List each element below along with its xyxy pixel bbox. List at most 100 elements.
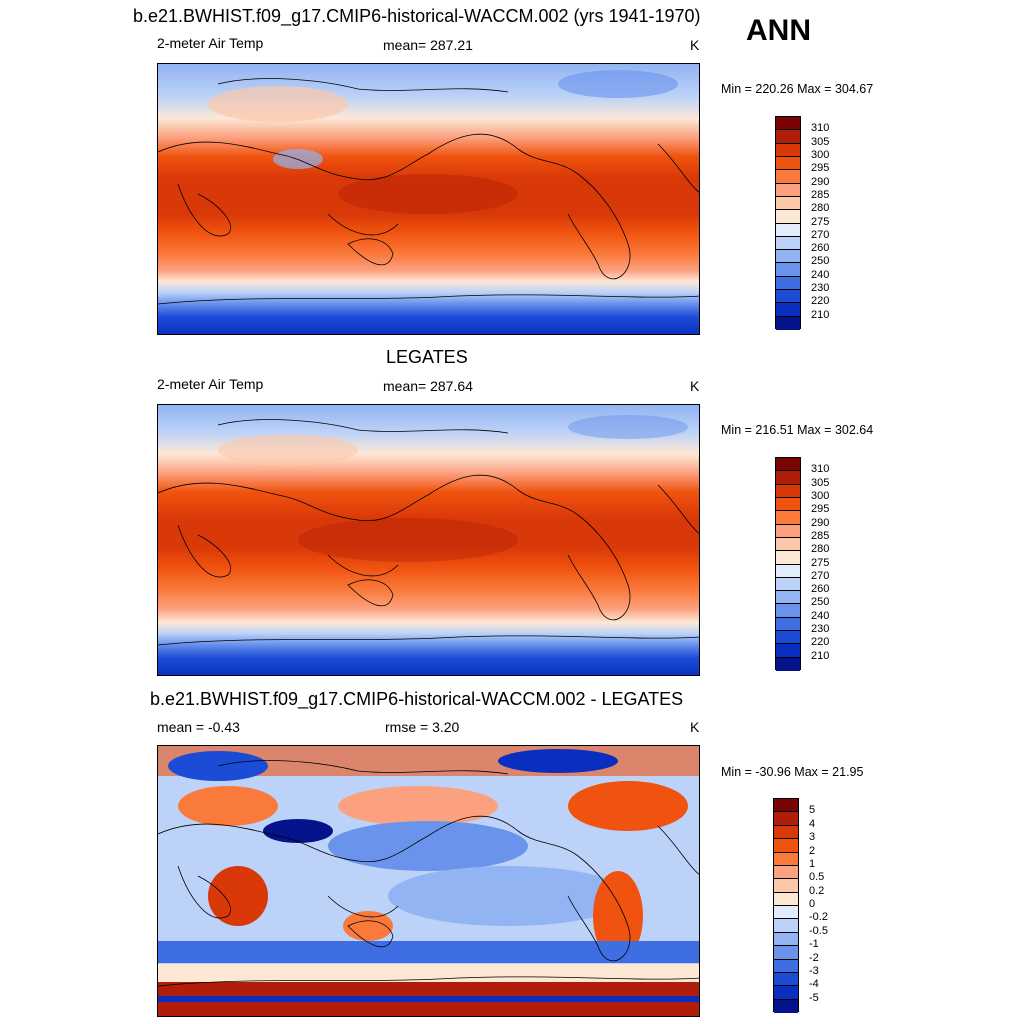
colorbar-segment <box>776 511 800 525</box>
colorbar-tick-label: 285 <box>811 529 830 542</box>
panel2-mean-label: mean= 287.64 <box>383 378 473 394</box>
colorbar-segment <box>776 604 800 618</box>
colorbar-tick-label: 250 <box>811 255 830 268</box>
colorbar-segment <box>776 471 800 485</box>
colorbar-segment <box>776 497 800 512</box>
colorbar-tick-label: 5 <box>809 804 816 817</box>
colorbar-tick-label: 240 <box>811 268 830 281</box>
colorbar-segment <box>774 972 798 987</box>
colorbar-segment <box>776 183 800 197</box>
colorbar-tick-label: 220 <box>811 295 830 308</box>
panel1-map <box>157 63 700 335</box>
colorbar-segment <box>774 892 798 906</box>
colorbar-tick-label: 3 <box>809 831 816 844</box>
colorbar-tick-label: 260 <box>811 583 830 596</box>
panel1-variable-label: 2-meter Air Temp <box>157 35 264 51</box>
colorbar-tick-label: 0 <box>809 898 816 910</box>
colorbar-tick-label: 240 <box>811 609 830 622</box>
colorbar-tick-label: -5 <box>809 991 819 1004</box>
panel3-minmax-label: Min = -30.96 Max = 21.95 <box>721 765 864 779</box>
colorbar-tick-label: 305 <box>811 476 830 489</box>
colorbar-tick-label: 230 <box>811 282 830 295</box>
colorbar-segment <box>776 537 800 552</box>
colorbar-segment <box>776 524 800 538</box>
colorbar-tick-label: 2 <box>809 844 816 857</box>
colorbar-segment <box>774 825 798 840</box>
colorbar-tick-label: 305 <box>811 135 830 148</box>
colorbar-tick-label: 210 <box>811 308 830 321</box>
colorbar-tick-label: 285 <box>811 188 830 201</box>
colorbar-segment <box>776 577 800 592</box>
colorbar-tick-label: 295 <box>811 162 830 175</box>
colorbar-segment <box>776 276 800 291</box>
colorbar-segment <box>776 290 800 304</box>
colorbar-tick-label: 4 <box>809 817 816 830</box>
colorbar-segment <box>776 644 800 658</box>
colorbar-tick-label: -3 <box>809 964 819 977</box>
colorbar-tick-label: 270 <box>811 569 830 582</box>
colorbar-segment <box>774 919 798 933</box>
panel2-units-label: K <box>690 378 700 394</box>
colorbar-tick-label: 275 <box>811 556 830 569</box>
colorbar-tick-label: 275 <box>811 215 830 228</box>
colorbar-segment <box>774 852 798 866</box>
colorbar-tick-label: 250 <box>811 596 830 609</box>
colorbar-segment <box>776 591 800 605</box>
colorbar-segment <box>774 906 798 920</box>
colorbar-segment <box>776 196 800 211</box>
colorbar-tick-label: 260 <box>811 242 830 255</box>
colorbar-segment <box>776 210 800 224</box>
colorbar-segment <box>774 839 798 853</box>
panel3-rmse-label: rmse = 3.20 <box>385 719 460 735</box>
colorbar-segment <box>776 303 800 317</box>
colorbar-tick-label: -4 <box>809 978 819 991</box>
colorbar-segment <box>776 117 800 131</box>
colorbar-tick-label: -2 <box>809 951 819 964</box>
panel1-units-label: K <box>690 37 700 53</box>
colorbar-tick-label: 310 <box>811 122 830 135</box>
colorbar-segment <box>776 263 800 277</box>
colorbar-segment <box>776 156 800 171</box>
colorbar-segment <box>774 999 798 1013</box>
colorbar-segment <box>776 170 800 184</box>
colorbar-tick-label: 310 <box>811 463 830 476</box>
colorbar-segment <box>774 946 798 960</box>
colorbar-tick-label: 220 <box>811 636 830 649</box>
colorbar-tick-label: -0.2 <box>809 911 828 924</box>
colorbar-tick-label: 270 <box>811 228 830 241</box>
colorbar-tick-label: 290 <box>811 516 830 529</box>
colorbar-segment <box>776 236 800 251</box>
colorbar-tick-label: 210 <box>811 649 830 662</box>
panel2-minmax-label: Min = 216.51 Max = 302.64 <box>721 423 874 437</box>
panel1-minmax-label: Min = 220.26 Max = 304.67 <box>721 82 874 96</box>
colorbar-segment <box>776 458 800 472</box>
colorbar-segment <box>774 812 798 826</box>
colorbar-tick-label: 300 <box>811 489 830 502</box>
colorbar-tick-label: 280 <box>811 543 830 556</box>
colorbar-tick-label: -1 <box>809 938 819 951</box>
panel1-colorbar <box>775 116 801 330</box>
colorbar-segment <box>776 551 800 565</box>
panel3-colorbar <box>773 798 799 1013</box>
panel3-map <box>157 745 700 1017</box>
colorbar-segment <box>776 316 800 330</box>
colorbar-segment <box>776 223 800 237</box>
panel3-title: b.e21.BWHIST.f09_g17.CMIP6-historical-WA… <box>150 689 684 709</box>
panel2-variable-label: 2-meter Air Temp <box>157 376 264 392</box>
figure-title: b.e21.BWHIST.f09_g17.CMIP6-historical-WA… <box>133 6 701 26</box>
panel3-mean-label: mean = -0.43 <box>157 719 240 735</box>
colorbar-tick-label: 1 <box>809 857 816 870</box>
colorbar-segment <box>774 799 798 813</box>
colorbar-segment <box>774 959 798 973</box>
colorbar-segment <box>776 564 800 578</box>
colorbar-segment <box>776 617 800 632</box>
colorbar-tick-label: 230 <box>811 623 830 636</box>
colorbar-segment <box>776 143 800 157</box>
season-label: ANN <box>746 14 811 47</box>
colorbar-tick-label: 290 <box>811 175 830 188</box>
panel2-map <box>157 404 700 676</box>
colorbar-segment <box>776 484 800 498</box>
colorbar-segment <box>774 865 798 880</box>
colorbar-segment <box>776 631 800 645</box>
panel2-colorbar <box>775 457 801 671</box>
